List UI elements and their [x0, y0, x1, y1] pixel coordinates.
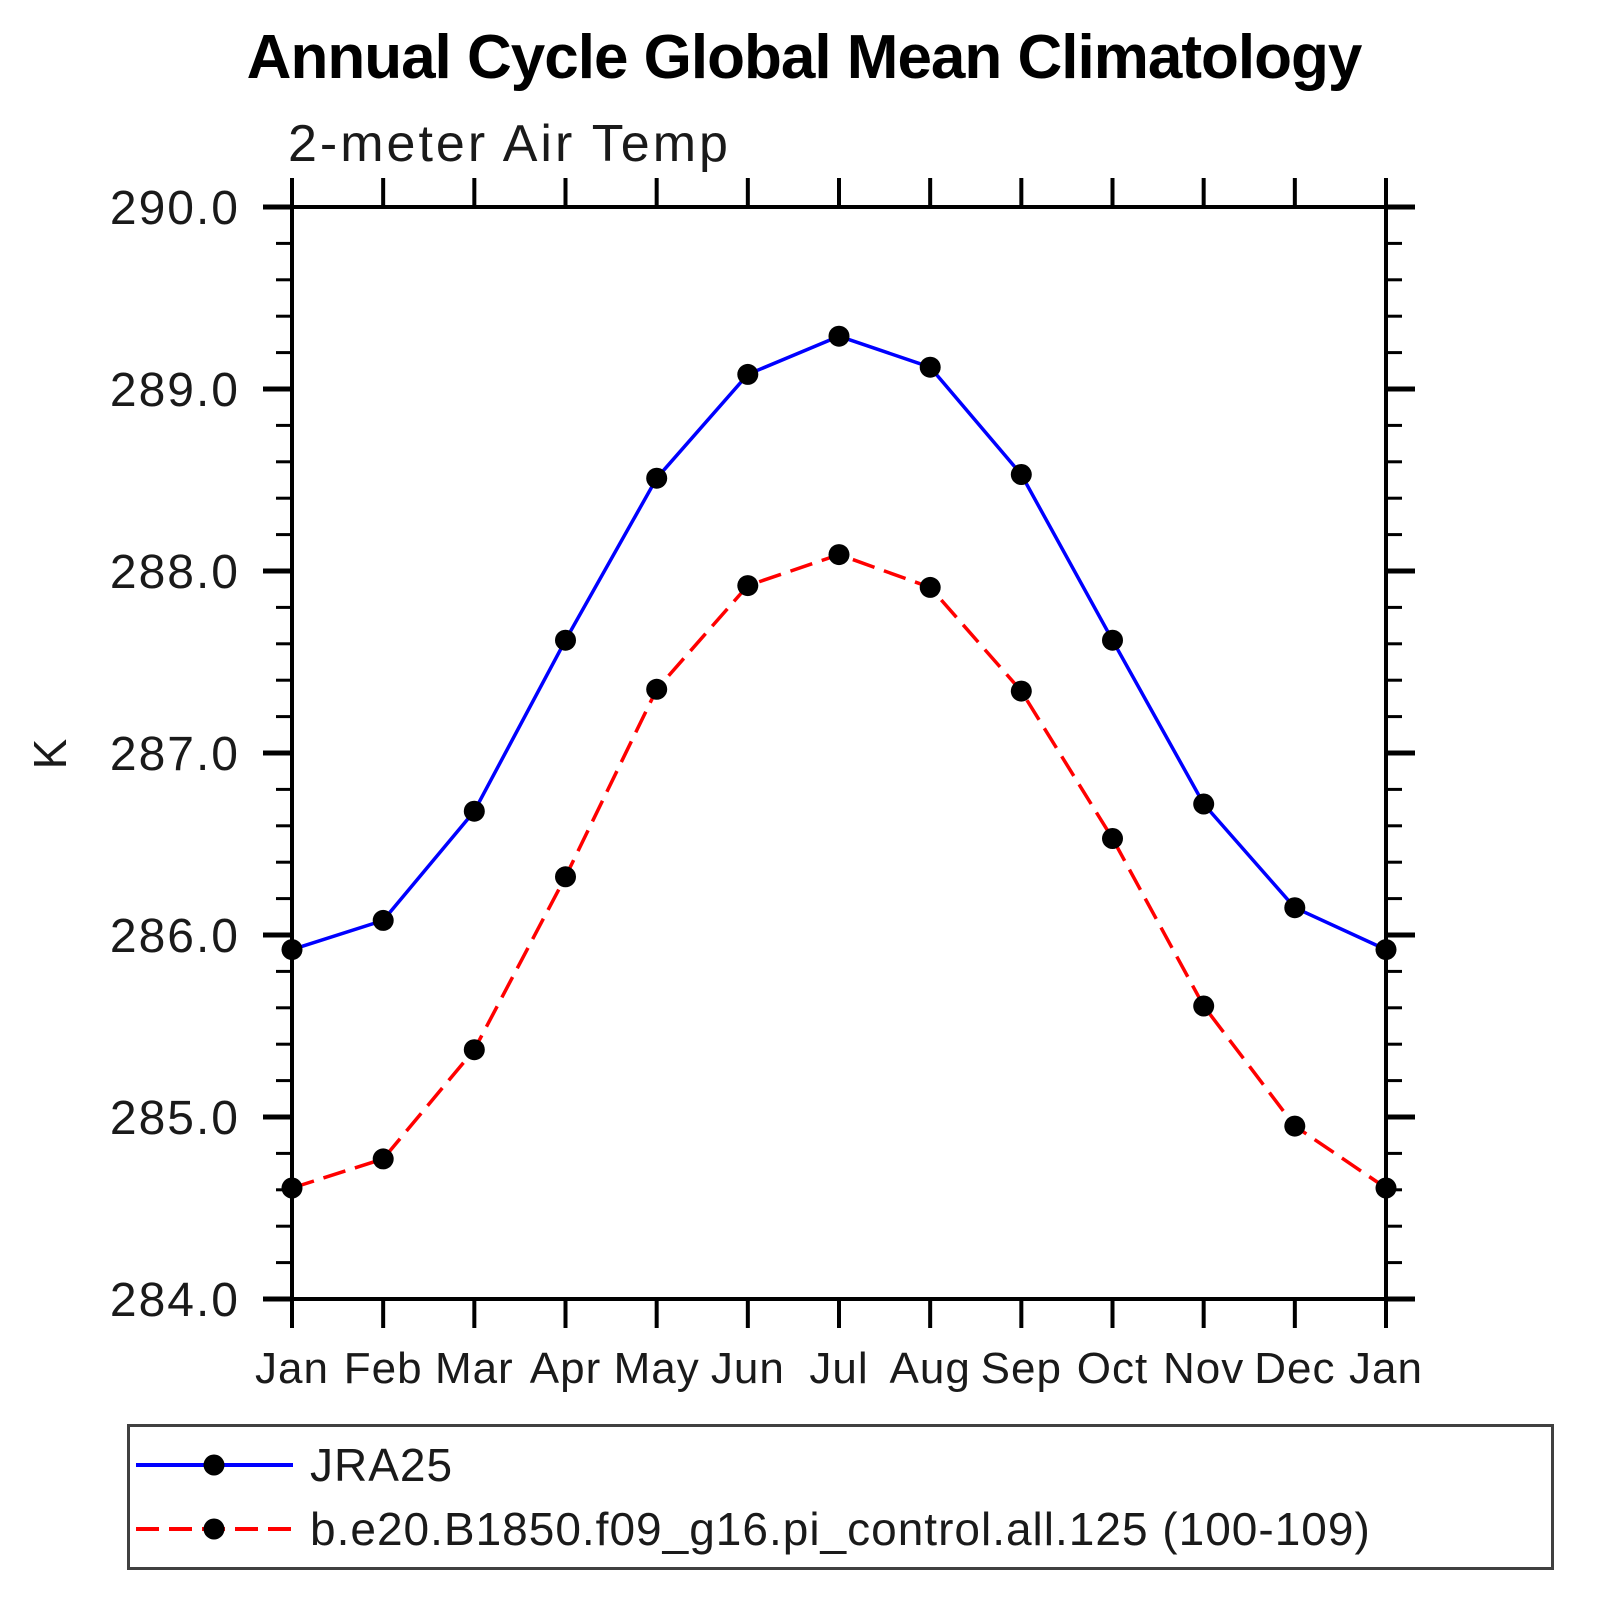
data-point-marker [1193, 995, 1215, 1017]
x-tick-label: Jan [1349, 1344, 1423, 1393]
legend-sample-solid-line [136, 1454, 293, 1476]
y-tick-label: 287.0 [110, 728, 240, 781]
legend-label-model: b.e20.B1850.f09_g16.pi_control.all.125 (… [310, 1503, 1371, 1555]
data-point-marker [1193, 793, 1215, 815]
x-tick-label: Feb [344, 1344, 423, 1393]
data-point-marker [828, 325, 850, 347]
data-point-marker [463, 1039, 485, 1061]
data-point-marker [1102, 828, 1123, 849]
chart-title: Annual Cycle Global Mean Climatology [246, 23, 1363, 92]
y-tick-label: 290.0 [110, 182, 240, 235]
data-point-marker [646, 678, 668, 700]
data-point-marker [1375, 1177, 1397, 1199]
data-point-marker [737, 363, 759, 385]
x-tick-label: Jul [809, 1344, 868, 1393]
legend-row-model: b.e20.B1850.f09_g16.pi_control.all.125 (… [130, 1503, 1551, 1555]
series-line-solid [291, 334, 1387, 952]
x-tick-label: Dec [1254, 1344, 1335, 1393]
data-point-marker [372, 909, 394, 931]
y-tick-label: 286.0 [110, 910, 240, 963]
x-tick-label: May [614, 1344, 700, 1393]
x-tick-label: Mar [435, 1344, 514, 1393]
data-point-marker [1010, 680, 1032, 702]
legend-marker-icon [203, 1454, 225, 1476]
data-point-marker [646, 467, 668, 489]
x-tick-label: Jan [255, 1344, 329, 1393]
data-point-marker [1284, 897, 1306, 919]
y-tick-label: 285.0 [110, 1092, 240, 1145]
y-axis-label: K [24, 737, 76, 770]
data-point-marker [828, 544, 850, 566]
y-tick-label: 288.0 [110, 546, 240, 599]
x-tick-label: Sep [981, 1344, 1062, 1393]
x-tick-label: Aug [890, 1344, 971, 1393]
legend-sample-dashed-line [136, 1518, 293, 1540]
axis-tick-labels: 290.0 289.0 288.0 287.0 286.0 285.0 284.0 Jan Fe… [110, 182, 1423, 1393]
series-line-dashed [291, 552, 1387, 1190]
chart-subtitle: 2-meter Air Temp [288, 115, 731, 173]
data-point-marker [281, 1177, 303, 1199]
legend-marker-icon [203, 1518, 225, 1540]
y-tick-label: 284.0 [110, 1274, 240, 1327]
x-tick-label: Nov [1163, 1344, 1244, 1393]
x-tick-label: Apr [530, 1344, 601, 1393]
data-point-marker [555, 866, 576, 888]
legend-box: JRA25 b.e20.B1850.f09_g16.pi_control.all… [127, 1424, 1554, 1570]
data-point-marker [281, 939, 303, 961]
data-point-marker [555, 629, 576, 651]
legend-row-jra25: JRA25 [130, 1439, 1551, 1491]
data-point-marker [463, 800, 485, 822]
data-point-marker [737, 575, 759, 597]
data-point-marker [1375, 939, 1397, 961]
data-point-marker [919, 576, 941, 598]
legend-label-jra25: JRA25 [310, 1439, 454, 1491]
x-tick-label: Oct [1077, 1344, 1148, 1393]
data-series [281, 325, 1397, 1199]
axis-ticks [263, 178, 1415, 1328]
data-point-marker [372, 1148, 394, 1170]
data-point-marker [1284, 1115, 1306, 1137]
data-point-marker [1102, 629, 1123, 651]
data-point-marker [1010, 464, 1032, 485]
x-tick-label: Jun [711, 1344, 785, 1393]
y-tick-label: 289.0 [110, 364, 240, 417]
axis-frame [290, 205, 1388, 1301]
data-point-marker [919, 356, 941, 378]
